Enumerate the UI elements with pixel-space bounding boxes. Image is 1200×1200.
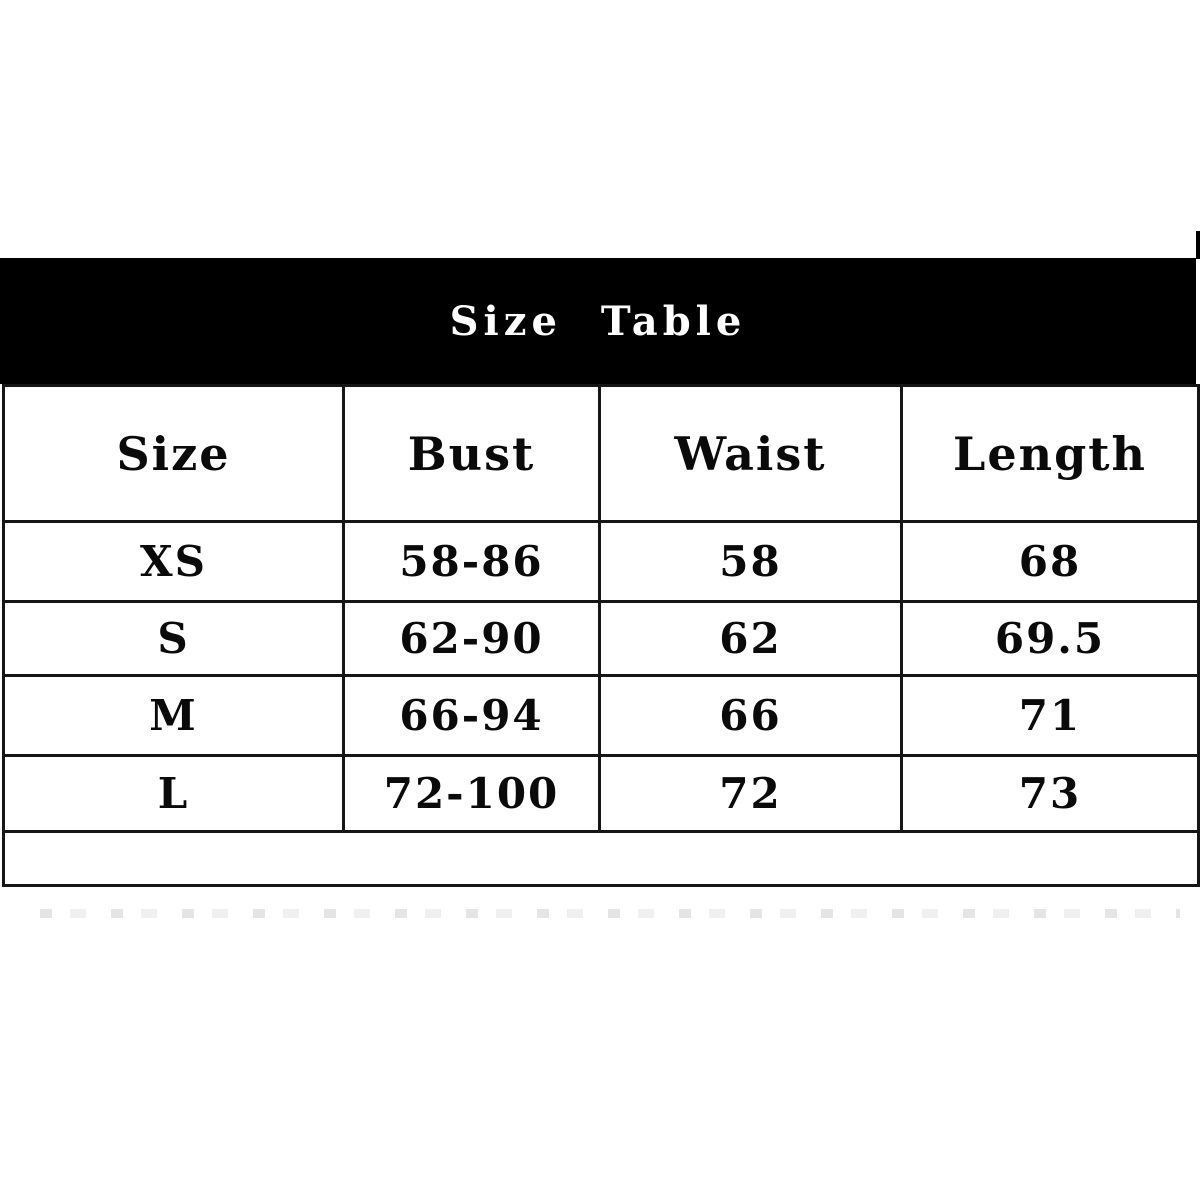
table-row-s: S 62-90 62 69.5 (2, 600, 1200, 677)
table-row-m: M 66-94 66 71 (2, 674, 1200, 757)
cell-size: S (2, 600, 345, 677)
table-row-xs: XS 58-86 58 68 (2, 520, 1200, 603)
cell-waist: 66 (598, 674, 903, 757)
table-empty-footer-row (2, 830, 1200, 887)
page-title: Size Table (449, 297, 747, 345)
cell-length: 73 (900, 754, 1200, 833)
cell-waist: 62 (598, 600, 903, 677)
cell-bust: 58-86 (342, 520, 601, 603)
cell-waist: 58 (598, 520, 903, 603)
cell-waist: 72 (598, 754, 903, 833)
cell-bust: 72-100 (342, 754, 601, 833)
cell-length: 68 (900, 520, 1200, 603)
cell-size: M (2, 674, 345, 757)
size-table: Size Bust Waist Length XS 58-86 58 68 S … (2, 384, 1200, 887)
cell-length: 69.5 (900, 600, 1200, 677)
cell-bust: 66-94 (342, 674, 601, 757)
table-row-l: L 72-100 72 73 (2, 754, 1200, 833)
cropped-text-remnant (40, 909, 1180, 918)
header-cell-size: Size (2, 384, 345, 523)
title-banner: Size Table (0, 258, 1196, 384)
empty-cell (2, 830, 1200, 887)
header-cell-length: Length (900, 384, 1200, 523)
cell-length: 71 (900, 674, 1200, 757)
cell-size: L (2, 754, 345, 833)
header-cell-bust: Bust (342, 384, 601, 523)
header-cell-waist: Waist (598, 384, 903, 523)
edge-artifact (1196, 231, 1200, 259)
cell-bust: 62-90 (342, 600, 601, 677)
table-header-row: Size Bust Waist Length (2, 384, 1200, 523)
cell-size: XS (2, 520, 345, 603)
